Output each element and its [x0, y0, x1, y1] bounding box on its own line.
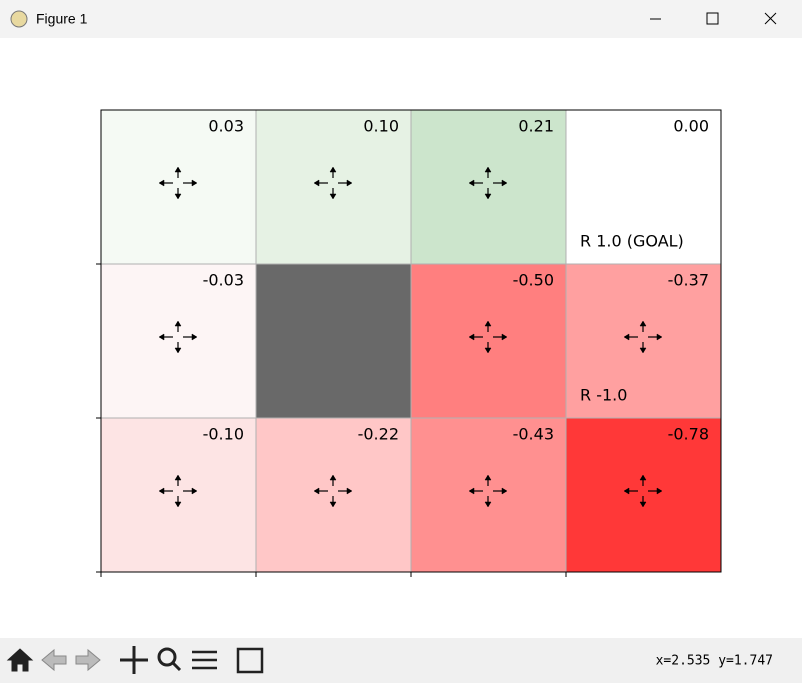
arrow-head: [346, 487, 353, 495]
state-value: -0.03: [203, 271, 244, 290]
arrow-head: [174, 166, 182, 173]
arrow-head: [158, 487, 165, 495]
arrow-head: [468, 487, 475, 495]
arrow-head: [468, 179, 475, 187]
arrow-head: [313, 487, 320, 495]
arrow-head: [174, 320, 182, 327]
grid-cell: [410, 263, 567, 419]
state-value: -0.37: [668, 271, 709, 290]
reward-label: R 1.0 (GOAL): [580, 232, 684, 251]
reward-label: R -1.0: [580, 386, 627, 405]
arrow-head: [623, 333, 630, 341]
arrow-head: [191, 487, 198, 495]
action-arrows: [158, 474, 198, 508]
arrow-head: [639, 320, 647, 327]
app-icon: [10, 10, 28, 28]
grid-cell: [255, 417, 412, 573]
state-value: 0.10: [363, 117, 399, 136]
state-value: -0.78: [668, 425, 709, 444]
arrow-head: [656, 487, 663, 495]
grid-cell: [565, 263, 722, 419]
arrow-head: [329, 166, 337, 173]
arrow-head: [484, 474, 492, 481]
grid-cell: [565, 109, 722, 265]
arrow-head: [346, 179, 353, 187]
arrow-head: [158, 179, 165, 187]
arrow-head: [329, 501, 337, 508]
arrow-head: [484, 166, 492, 173]
back-button[interactable]: [41, 648, 67, 672]
home-button[interactable]: [6, 648, 34, 672]
arrow-head: [484, 501, 492, 508]
status-text: x=2.535 y=1.747: [656, 654, 773, 669]
grid-cell: [255, 263, 412, 419]
state-value: 0.00: [673, 117, 709, 136]
grid-cell: [100, 417, 257, 573]
configure-button[interactable]: [192, 650, 217, 670]
action-arrows: [313, 474, 353, 508]
arrow-head: [174, 347, 182, 354]
grid-cell: [565, 417, 722, 573]
action-arrows: [623, 474, 663, 508]
grid-cell: [100, 263, 257, 419]
toolbar-icons: [6, 646, 264, 674]
arrow-head: [639, 501, 647, 508]
state-value: 0.03: [208, 117, 244, 136]
arrow-head: [174, 474, 182, 481]
arrow-head: [329, 474, 337, 481]
action-arrows: [468, 474, 508, 508]
arrow-head: [501, 487, 508, 495]
action-arrows: [158, 320, 198, 354]
maximize-button[interactable]: [706, 12, 719, 25]
arrow-head: [484, 193, 492, 200]
window-title: Figure 1: [36, 11, 88, 27]
action-arrows: [468, 320, 508, 354]
action-arrows: [158, 166, 198, 200]
state-value: -0.10: [203, 425, 244, 444]
arrow-head: [468, 333, 475, 341]
title-bar: [0, 0, 802, 38]
state-value: 0.21: [518, 117, 554, 136]
action-arrows: [468, 166, 508, 200]
arrow-head: [191, 179, 198, 187]
arrow-head: [313, 179, 320, 187]
arrow-head: [639, 474, 647, 481]
arrow-head: [501, 333, 508, 341]
arrow-head: [484, 320, 492, 327]
arrow-head: [639, 347, 647, 354]
grid-cell: [410, 109, 567, 265]
grid-cell: [100, 109, 257, 265]
forward-button[interactable]: [75, 648, 101, 672]
zoom-button[interactable]: [157, 647, 182, 672]
action-arrows: [623, 320, 663, 354]
plot: 0.03 0.10 0.21 0.00 R 1.0 (GOAL) -0.03 -0.50 -0…: [96, 109, 722, 577]
arrow-head: [484, 347, 492, 354]
close-button[interactable]: [764, 12, 777, 25]
state-value: -0.43: [513, 425, 554, 444]
state-value: -0.50: [513, 271, 554, 290]
arrow-head: [191, 333, 198, 341]
arrow-head: [623, 487, 630, 495]
arrow-head: [158, 333, 165, 341]
state-value: -0.22: [358, 425, 399, 444]
save-button[interactable]: [236, 647, 264, 674]
action-arrows: [313, 166, 353, 200]
arrow-head: [656, 333, 663, 341]
arrow-head: [501, 179, 508, 187]
pan-button[interactable]: [120, 646, 148, 674]
arrow-head: [174, 501, 182, 508]
arrow-head: [174, 193, 182, 200]
arrow-head: [329, 193, 337, 200]
